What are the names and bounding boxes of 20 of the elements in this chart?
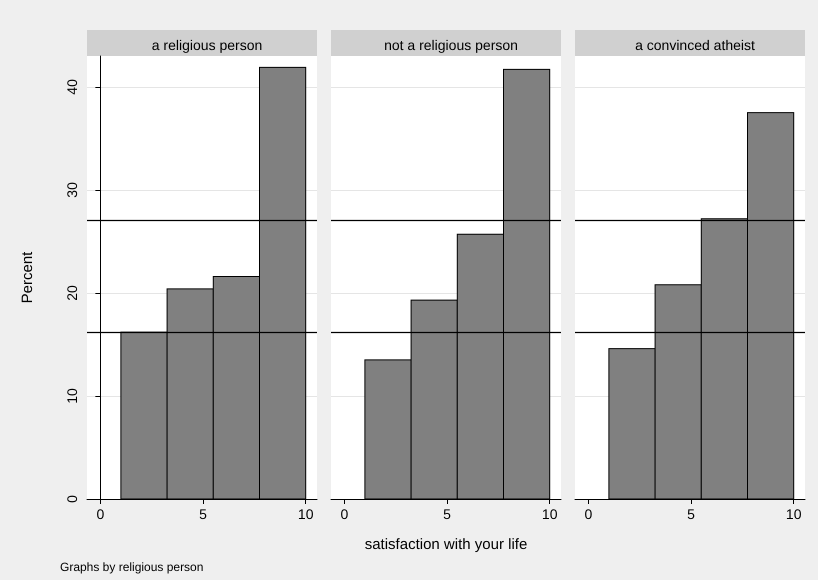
y-tick-label: 0 <box>64 494 80 503</box>
chart-title: a religious person <box>152 37 262 53</box>
y-tick-label: 20 <box>64 284 80 301</box>
y-axis-title: Percent <box>19 250 36 304</box>
x-tick-label: 10 <box>786 506 802 522</box>
y-tick-label: 40 <box>64 78 80 95</box>
chart-title: a convinced atheist <box>635 37 756 53</box>
chart-title: not a religious person <box>384 37 518 53</box>
x-tick-label: 10 <box>298 506 314 522</box>
x-tick-label: 5 <box>687 506 696 522</box>
y-tick-label: 10 <box>64 388 80 404</box>
y-tick-label: 30 <box>64 182 80 198</box>
x-tick-label: 10 <box>542 506 558 522</box>
x-tick-label: 0 <box>584 506 592 522</box>
x-tick-label: 0 <box>340 506 348 522</box>
x-tick-label: 5 <box>199 506 208 522</box>
x-axis-title: satisfaction with your life <box>364 536 528 553</box>
text: Graphs by religious person <box>60 560 204 574</box>
x-tick-label: 0 <box>96 506 104 522</box>
x-tick-label: 5 <box>443 506 452 522</box>
